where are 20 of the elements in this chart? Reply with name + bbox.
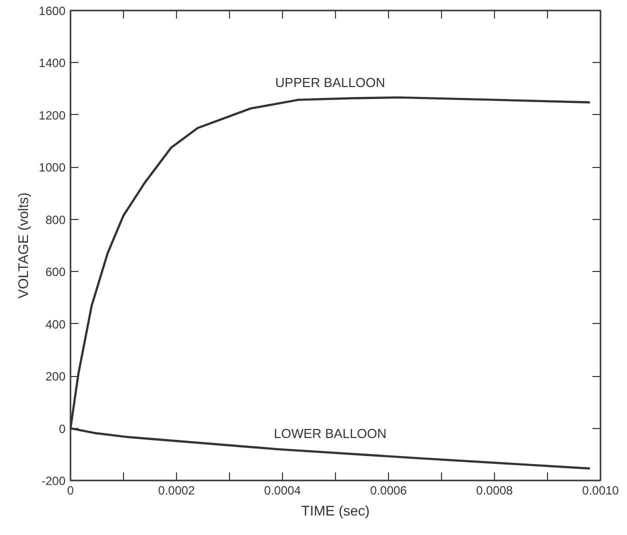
x-tick-label: 0.0010 [582, 484, 620, 498]
series-label: UPPER BALLOON [275, 75, 386, 90]
x-tick-label: 0.0008 [476, 484, 514, 498]
y-tick-label: 200 [45, 370, 66, 384]
x-tick-label: 0 [67, 484, 74, 498]
y-tick-label: -200 [41, 474, 66, 488]
y-tick-label: 800 [45, 212, 66, 227]
y-tick-label: 600 [45, 265, 66, 280]
y-tick-label: 1200 [38, 108, 66, 122]
x-axis-title: TIME (sec) [301, 502, 370, 518]
y-axis-title: VOLTAGE (volts) [14, 192, 31, 299]
x-tick-label: 0.0004 [264, 484, 302, 498]
x-tick-label: 0.0006 [370, 484, 408, 498]
y-tick-label: 0 [58, 422, 66, 436]
x-tick-label: 0.0002 [158, 484, 196, 498]
y-tick-label: 400 [45, 317, 66, 332]
y-tick-label: 1000 [38, 160, 66, 175]
series-label: LOWER BALLOON [274, 426, 387, 442]
y-tick-label: 1600 [38, 4, 66, 18]
y-tick-label: 1400 [38, 56, 66, 70]
